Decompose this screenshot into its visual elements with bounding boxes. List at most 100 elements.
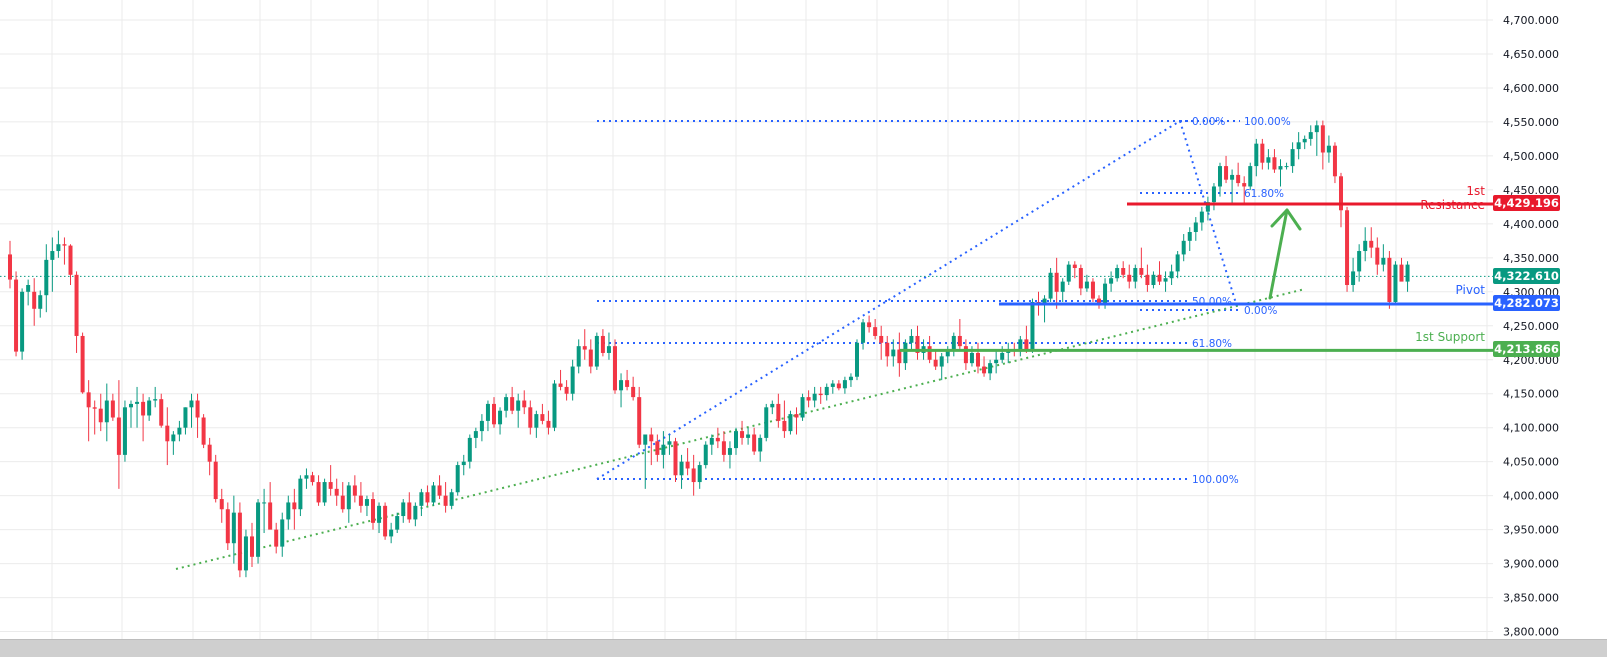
- candle-body: [842, 380, 847, 389]
- candle-body: [1345, 210, 1350, 286]
- candle-body: [1199, 211, 1204, 223]
- support-trend-line[interactable]: [175, 288, 1306, 570]
- candle-body: [56, 244, 61, 252]
- fib-level-label: 50.00%: [1192, 296, 1232, 308]
- candle-body: [116, 417, 121, 455]
- candle: [540, 403, 545, 425]
- candle: [606, 332, 611, 360]
- candle: [334, 478, 339, 506]
- candle-body: [516, 400, 521, 411]
- candle: [413, 502, 418, 527]
- candle-body: [1302, 138, 1307, 143]
- price-axis[interactable]: 4,700.000 4,650.000 4,600.000 4,550.000 4,50…: [1493, 0, 1607, 640]
- candle: [1308, 125, 1313, 146]
- candle: [649, 427, 654, 466]
- candle: [1399, 257, 1404, 282]
- trendlines[interactable]: [175, 120, 1306, 570]
- candle: [1211, 183, 1216, 211]
- price-axis-tick: 4,050.000: [1503, 456, 1559, 469]
- candle-body: [594, 335, 599, 367]
- candle: [213, 454, 218, 503]
- candle: [806, 390, 811, 408]
- candle-body: [794, 414, 799, 418]
- candle-body: [1121, 268, 1126, 275]
- candle-body: [1357, 251, 1362, 272]
- candle-body: [268, 502, 273, 530]
- candle-body: [1018, 339, 1023, 352]
- candle-body: [44, 259, 49, 296]
- candle-body: [1224, 166, 1229, 180]
- candle-body: [1290, 149, 1295, 167]
- candle: [250, 522, 254, 567]
- candle-body: [358, 495, 363, 506]
- candle: [1339, 172, 1343, 228]
- candle-body: [721, 441, 726, 455]
- candle: [1332, 142, 1337, 184]
- candle-body: [389, 529, 394, 537]
- candle: [552, 380, 557, 432]
- candle: [758, 434, 763, 462]
- candle-body: [32, 291, 37, 309]
- candle: [909, 329, 914, 350]
- candle-body: [189, 400, 194, 408]
- candle-body: [1048, 272, 1053, 299]
- candle-body: [1084, 281, 1089, 289]
- candle-body: [14, 279, 19, 352]
- candle: [1066, 261, 1071, 286]
- candle-body: [98, 408, 103, 423]
- fib-diagonal-line[interactable]: [1179, 120, 1239, 311]
- price-axis-tick: 4,500.000: [1503, 150, 1559, 163]
- pivot-levels[interactable]: [900, 202, 1493, 352]
- candle: [1393, 261, 1398, 306]
- candle: [915, 325, 920, 360]
- candle-body: [201, 417, 206, 445]
- candle: [1109, 271, 1114, 292]
- candle-body: [1254, 143, 1259, 167]
- candle: [528, 400, 533, 435]
- candle: [1260, 138, 1265, 170]
- candle-body: [685, 461, 690, 469]
- candle: [885, 335, 890, 367]
- price-axis-tick: 4,400.000: [1503, 218, 1559, 231]
- candle: [643, 434, 648, 489]
- fibonacci-retracement[interactable]: 100.00% 0.00% 61.80% 50.00% 0.00% 61.80% 100.0…: [597, 116, 1291, 486]
- candle-body: [165, 425, 170, 442]
- candle-body: [437, 485, 442, 496]
- candle: [122, 400, 127, 462]
- candle: [994, 349, 999, 374]
- candle: [812, 386, 817, 408]
- fib-level-label: 0.00%: [1192, 116, 1225, 128]
- arrow-shaft[interactable]: [1268, 208, 1289, 300]
- candle-body: [1133, 268, 1138, 282]
- projection-arrow[interactable]: [1268, 208, 1302, 300]
- candle-body: [909, 335, 914, 343]
- candle-body: [945, 349, 950, 357]
- candle-body: [1236, 174, 1241, 184]
- candle-body: [322, 482, 327, 503]
- candle: [461, 454, 466, 476]
- candle: [510, 386, 515, 415]
- price-axis-background[interactable]: [1493, 0, 1607, 640]
- candle: [836, 380, 841, 391]
- candle-body: [703, 444, 708, 466]
- candle: [1169, 264, 1174, 286]
- candle-body: [1157, 274, 1162, 282]
- fib-diagonal-line[interactable]: [596, 120, 1181, 480]
- candle: [655, 434, 660, 462]
- candle: [1048, 268, 1053, 302]
- candle-body: [637, 397, 642, 445]
- candle: [68, 244, 73, 286]
- price-axis-tick: 4,550.000: [1503, 116, 1559, 129]
- candle-body: [848, 376, 853, 381]
- candle-body: [413, 505, 418, 520]
- price-axis-tick: 4,450.000: [1503, 184, 1559, 197]
- candle: [1175, 251, 1180, 279]
- candle: [727, 441, 732, 469]
- candle-body: [110, 400, 115, 418]
- candle-body: [1332, 145, 1337, 177]
- candle-body: [1296, 142, 1301, 150]
- candle-body: [419, 492, 424, 506]
- candle: [86, 380, 91, 442]
- candle: [1181, 234, 1186, 262]
